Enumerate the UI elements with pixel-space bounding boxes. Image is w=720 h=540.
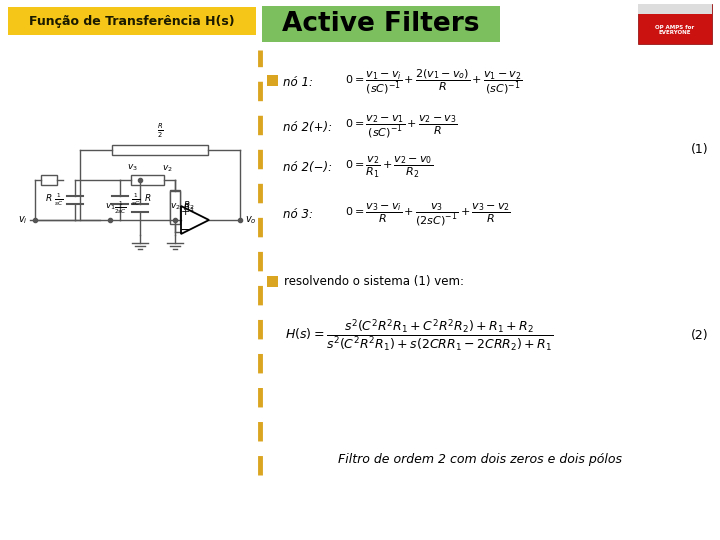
Text: nó 3:: nó 3: <box>283 208 313 221</box>
Text: Filtro de ordem 2 com dois zeros e dois pólos: Filtro de ordem 2 com dois zeros e dois … <box>338 454 622 467</box>
Bar <box>131 175 164 185</box>
Bar <box>267 75 278 86</box>
Text: $v_o$: $v_o$ <box>245 214 256 226</box>
Bar <box>638 4 712 44</box>
Bar <box>112 145 208 155</box>
Text: $0 = \dfrac{v_2}{R_1} + \dfrac{v_2 - v_0}{R_2}$: $0 = \dfrac{v_2}{R_1} + \dfrac{v_2 - v_0… <box>345 154 433 179</box>
Text: $v_3$: $v_3$ <box>127 163 138 173</box>
Text: +: + <box>180 207 189 217</box>
Bar <box>170 191 180 221</box>
Text: $R_2$: $R_2$ <box>183 200 194 212</box>
Text: $v_i$: $v_i$ <box>19 214 28 226</box>
Text: OP AMPS for
EVERYONE: OP AMPS for EVERYONE <box>655 25 695 36</box>
Text: $\frac{R}{2}$: $\frac{R}{2}$ <box>157 122 163 140</box>
Text: Função de Transferência H(s): Função de Transferência H(s) <box>30 15 235 28</box>
Text: $\frac{1}{sC}$: $\frac{1}{sC}$ <box>55 192 63 208</box>
Bar <box>8 7 256 35</box>
Text: $H(s) = \dfrac{s^2(C^2R^2R_1 + C^2R^2R_2) + R_1 + R_2}{s^2(C^2R^2R_1) + s(2CRR_1: $H(s) = \dfrac{s^2(C^2R^2R_1 + C^2R^2R_2… <box>285 317 553 353</box>
Text: $0 = \dfrac{v_1 - v_i}{(sC)^{-1}} + \dfrac{2(v_1 - v_o)}{R} + \dfrac{v_1 - v_2}{: $0 = \dfrac{v_1 - v_i}{(sC)^{-1}} + \dfr… <box>345 68 523 96</box>
Text: Active Filters: Active Filters <box>282 11 480 37</box>
Bar <box>638 4 712 14</box>
Text: $v_2$: $v_2$ <box>170 201 181 212</box>
Bar <box>170 191 180 224</box>
Text: $0 = \dfrac{v_2 - v_1}{(sC)^{-1}} + \dfrac{v_2 - v_3}{R}$: $0 = \dfrac{v_2 - v_1}{(sC)^{-1}} + \dfr… <box>345 114 457 140</box>
Bar <box>262 6 500 42</box>
Bar <box>267 276 278 287</box>
Text: $R$: $R$ <box>144 192 151 203</box>
Text: (2): (2) <box>690 328 708 341</box>
Text: $0 = \dfrac{v_3 - v_i}{R} + \dfrac{v_3}{(2sC)^{-1}} + \dfrac{v_3 - v_2}{R}$: $0 = \dfrac{v_3 - v_i}{R} + \dfrac{v_3}{… <box>345 202 511 228</box>
Text: (1): (1) <box>690 144 708 157</box>
Text: $R$: $R$ <box>45 192 53 203</box>
Text: nó 2(+):: nó 2(+): <box>283 120 332 133</box>
Text: resolvendo o sistema (1) vem:: resolvendo o sistema (1) vem: <box>284 275 464 288</box>
Text: nó 1:: nó 1: <box>283 76 313 89</box>
Text: $\frac{1}{sC}$: $\frac{1}{sC}$ <box>132 192 140 208</box>
Text: $v_2$: $v_2$ <box>161 164 172 174</box>
Text: nó 2(−):: nó 2(−): <box>283 160 332 173</box>
Text: $\frac{1}{2sC}$: $\frac{1}{2sC}$ <box>114 199 127 215</box>
Bar <box>40 175 58 185</box>
Text: $-$: $-$ <box>179 222 191 235</box>
Text: $v_1$: $v_1$ <box>104 201 115 212</box>
Text: $R_1$: $R_1$ <box>183 201 194 214</box>
